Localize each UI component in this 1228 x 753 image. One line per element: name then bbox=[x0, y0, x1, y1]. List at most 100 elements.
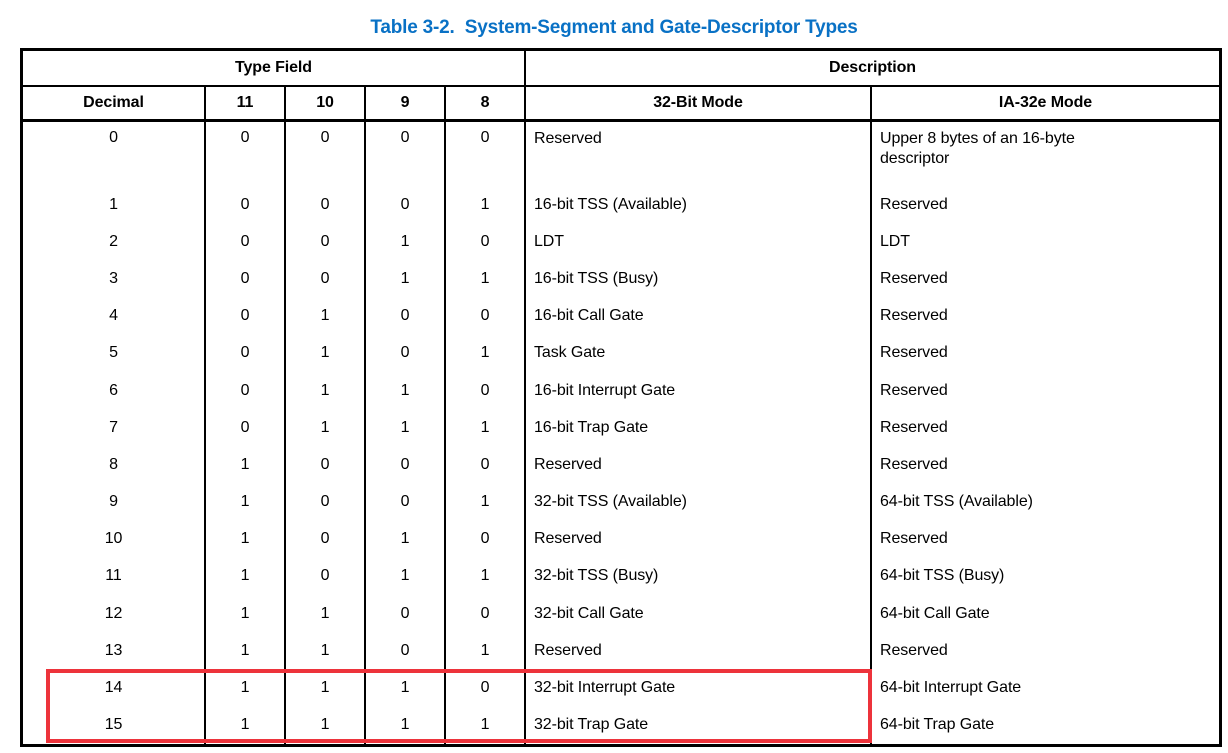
ia32e-mode-cell: Reserved bbox=[880, 344, 948, 362]
bit10-cell: 0 bbox=[286, 260, 366, 298]
32bit-mode-cell: 32-bit Interrupt Gate bbox=[526, 669, 872, 707]
bit10-cell: 1 bbox=[286, 632, 366, 670]
bit11-cell: 0 bbox=[206, 260, 286, 298]
bit10-cell: 0 bbox=[286, 122, 366, 186]
bit10-cell: 0 bbox=[286, 483, 366, 521]
bit11-cell: 1 bbox=[206, 557, 286, 596]
bit9-cell: 0 bbox=[366, 595, 446, 633]
bit11-cell: 1 bbox=[206, 595, 286, 633]
column-header-bit9: 9 bbox=[366, 87, 446, 122]
bit11-cell: 1 bbox=[206, 520, 286, 558]
bit10-cell: 0 bbox=[286, 557, 366, 596]
bit10-cell: 1 bbox=[286, 706, 366, 744]
32bit-mode-cell: 16-bit Call Gate bbox=[526, 297, 872, 335]
descriptor-types-table: Type Field Description Decimal 11 10 9 8… bbox=[20, 48, 1222, 747]
bit8-cell: 1 bbox=[446, 260, 526, 298]
decimal-cell: 12 bbox=[23, 595, 206, 633]
column-header-bit11: 11 bbox=[206, 87, 286, 122]
bit11-cell: 0 bbox=[206, 186, 286, 224]
32bit-mode-cell: 16-bit Interrupt Gate bbox=[526, 371, 872, 410]
32bit-mode-cell: 32-bit TSS (Available) bbox=[526, 483, 872, 521]
bit9-cell: 0 bbox=[366, 483, 446, 521]
decimal-cell: 14 bbox=[23, 669, 206, 707]
column-header-bit8: 8 bbox=[446, 87, 526, 122]
ia32e-mode-cell: 64-bit Trap Gate bbox=[880, 716, 995, 734]
bit8-cell: 1 bbox=[446, 483, 526, 521]
bit11-cell: 1 bbox=[206, 706, 286, 744]
bit9-cell: 0 bbox=[366, 186, 446, 224]
ia32e-mode-cell: Reserved bbox=[880, 641, 948, 659]
bit11-cell: 0 bbox=[206, 223, 286, 261]
bit8-cell: 0 bbox=[446, 669, 526, 707]
32bit-mode-cell: Reserved bbox=[526, 122, 872, 186]
bit10-cell: 0 bbox=[286, 223, 366, 261]
column-header-ia32e-mode: IA-32e Mode bbox=[872, 87, 1219, 122]
bit10-cell: 1 bbox=[286, 334, 366, 372]
decimal-cell: 5 bbox=[23, 334, 206, 372]
bit8-cell: 0 bbox=[446, 520, 526, 558]
bit11-cell: 1 bbox=[206, 669, 286, 707]
bit8-cell: 0 bbox=[446, 297, 526, 335]
decimal-cell: 7 bbox=[23, 409, 206, 447]
32bit-mode-cell: 32-bit Call Gate bbox=[526, 595, 872, 633]
bit10-cell: 0 bbox=[286, 446, 366, 484]
bit9-cell: 1 bbox=[366, 409, 446, 447]
ia32e-mode-cell: Reserved bbox=[880, 307, 948, 325]
ia32e-mode-cell: LDT bbox=[880, 232, 910, 250]
ia32e-mode-cell: 64-bit TSS (Available) bbox=[880, 493, 1033, 511]
bit10-cell: 0 bbox=[286, 186, 366, 224]
bit8-cell: 0 bbox=[446, 595, 526, 633]
32bit-mode-cell: 16-bit TSS (Busy) bbox=[526, 260, 872, 298]
ia32e-mode-cell: Reserved bbox=[880, 455, 948, 473]
ia32e-mode-cell: 64-bit Interrupt Gate bbox=[880, 679, 1022, 697]
bit8-cell: 1 bbox=[446, 557, 526, 596]
bit9-cell: 1 bbox=[366, 706, 446, 744]
decimal-cell: 3 bbox=[23, 260, 206, 298]
bit9-cell: 0 bbox=[366, 122, 446, 186]
column-header-bit10: 10 bbox=[286, 87, 366, 122]
bit8-cell: 0 bbox=[446, 371, 526, 410]
bit11-cell: 0 bbox=[206, 334, 286, 372]
32bit-mode-cell: 32-bit TSS (Busy) bbox=[526, 557, 872, 596]
bit11-cell: 1 bbox=[206, 446, 286, 484]
bit9-cell: 1 bbox=[366, 557, 446, 596]
bit10-cell: 1 bbox=[286, 297, 366, 335]
bit10-cell: 1 bbox=[286, 669, 366, 707]
header-description: Description bbox=[526, 51, 1219, 87]
ia32e-mode-cell: Reserved bbox=[880, 269, 948, 287]
bit10-cell: 0 bbox=[286, 520, 366, 558]
bit9-cell: 0 bbox=[366, 446, 446, 484]
bit9-cell: 0 bbox=[366, 334, 446, 372]
bit9-cell: 1 bbox=[366, 223, 446, 261]
header-type-field: Type Field bbox=[23, 51, 526, 87]
bit8-cell: 0 bbox=[446, 223, 526, 261]
bit10-cell: 1 bbox=[286, 409, 366, 447]
ia32e-mode-cell: Reserved bbox=[880, 381, 948, 399]
bit8-cell: 0 bbox=[446, 446, 526, 484]
bit9-cell: 1 bbox=[366, 669, 446, 707]
bit11-cell: 0 bbox=[206, 371, 286, 410]
bit8-cell: 1 bbox=[446, 409, 526, 447]
32bit-mode-cell: LDT bbox=[526, 223, 872, 261]
bit11-cell: 0 bbox=[206, 122, 286, 186]
bit8-cell: 1 bbox=[446, 706, 526, 744]
decimal-cell: 0 bbox=[23, 122, 206, 186]
decimal-cell: 15 bbox=[23, 706, 206, 744]
ia32e-mode-cell: Upper 8 bytes of an 16-byte descriptor bbox=[880, 130, 1075, 167]
column-header-decimal: Decimal bbox=[23, 87, 206, 122]
decimal-cell: 10 bbox=[23, 520, 206, 558]
32bit-mode-cell: Reserved bbox=[526, 446, 872, 484]
bit10-cell: 1 bbox=[286, 371, 366, 410]
bit8-cell: 1 bbox=[446, 186, 526, 224]
decimal-cell: 11 bbox=[23, 557, 206, 596]
ia32e-mode-cell: Reserved bbox=[880, 195, 948, 213]
32bit-mode-cell: 16-bit TSS (Available) bbox=[526, 186, 872, 224]
decimal-cell: 4 bbox=[23, 297, 206, 335]
table-title: Table 3-2. System-Segment and Gate-Descr… bbox=[370, 17, 858, 38]
32bit-mode-cell: Reserved bbox=[526, 632, 872, 670]
bit11-cell: 1 bbox=[206, 483, 286, 521]
bit8-cell: 1 bbox=[446, 632, 526, 670]
ia32e-mode-cell: 64-bit Call Gate bbox=[880, 604, 990, 622]
bit9-cell: 1 bbox=[366, 520, 446, 558]
ia32e-mode-cell: Reserved bbox=[880, 418, 948, 436]
